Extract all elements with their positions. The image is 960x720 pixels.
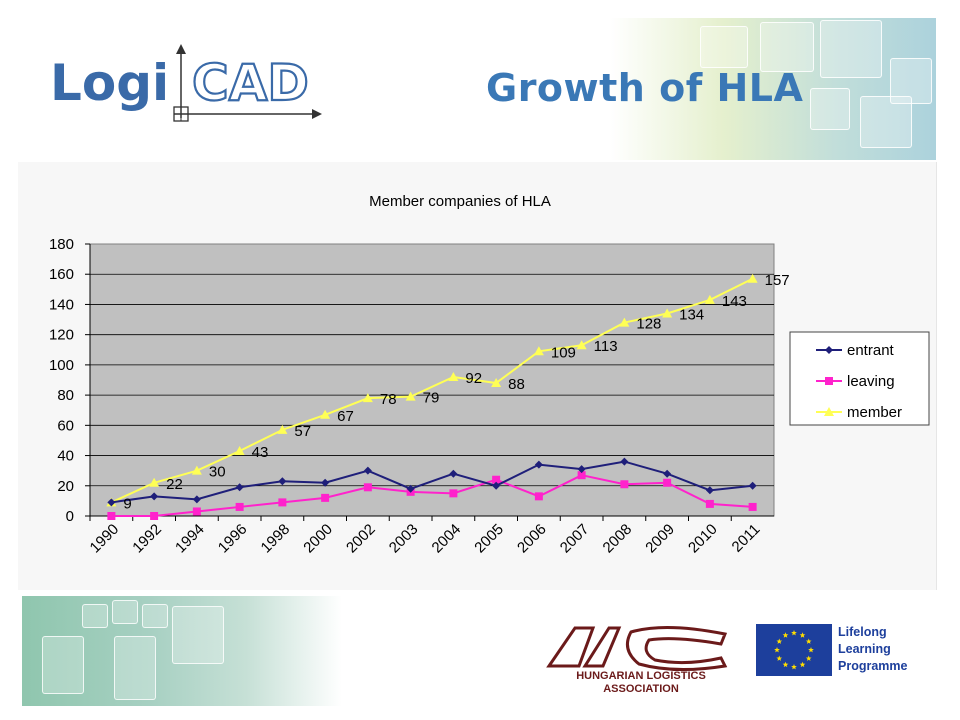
eu-star [776,655,783,661]
eu-star [782,632,789,638]
eu-star [805,655,812,661]
eu-star [799,632,806,638]
eu-star [776,638,783,644]
logicad-logo: Logi CAD [50,44,322,122]
eu-star [782,661,789,668]
eu-star [774,647,780,653]
eu-star [791,630,797,636]
logo-text-logi: Logi [50,54,169,112]
chart-panel [18,162,937,590]
logo-text-cad: CAD [192,54,309,112]
hla-logo [546,626,728,672]
llp-line3: Programme [838,659,908,673]
hla-name: HUNGARIAN LOGISTICS ASSOCIATION [548,670,734,696]
eu-star [808,647,814,653]
llp-line2: Learning [838,642,891,656]
footer-decoration [22,596,342,706]
eu-flag-icon [756,624,832,676]
hla-name-line1: HUNGARIAN LOGISTICS [576,670,706,682]
page-title: Growth of HLA [486,66,804,110]
eu-star [799,661,806,668]
eu-star [791,664,797,670]
hla-name-line2: ASSOCIATION [603,683,679,695]
header-decoration [610,18,936,160]
eu-star [805,638,812,644]
llp-text: Lifelong Learning Programme [838,624,938,675]
llp-line1: Lifelong [838,625,887,639]
